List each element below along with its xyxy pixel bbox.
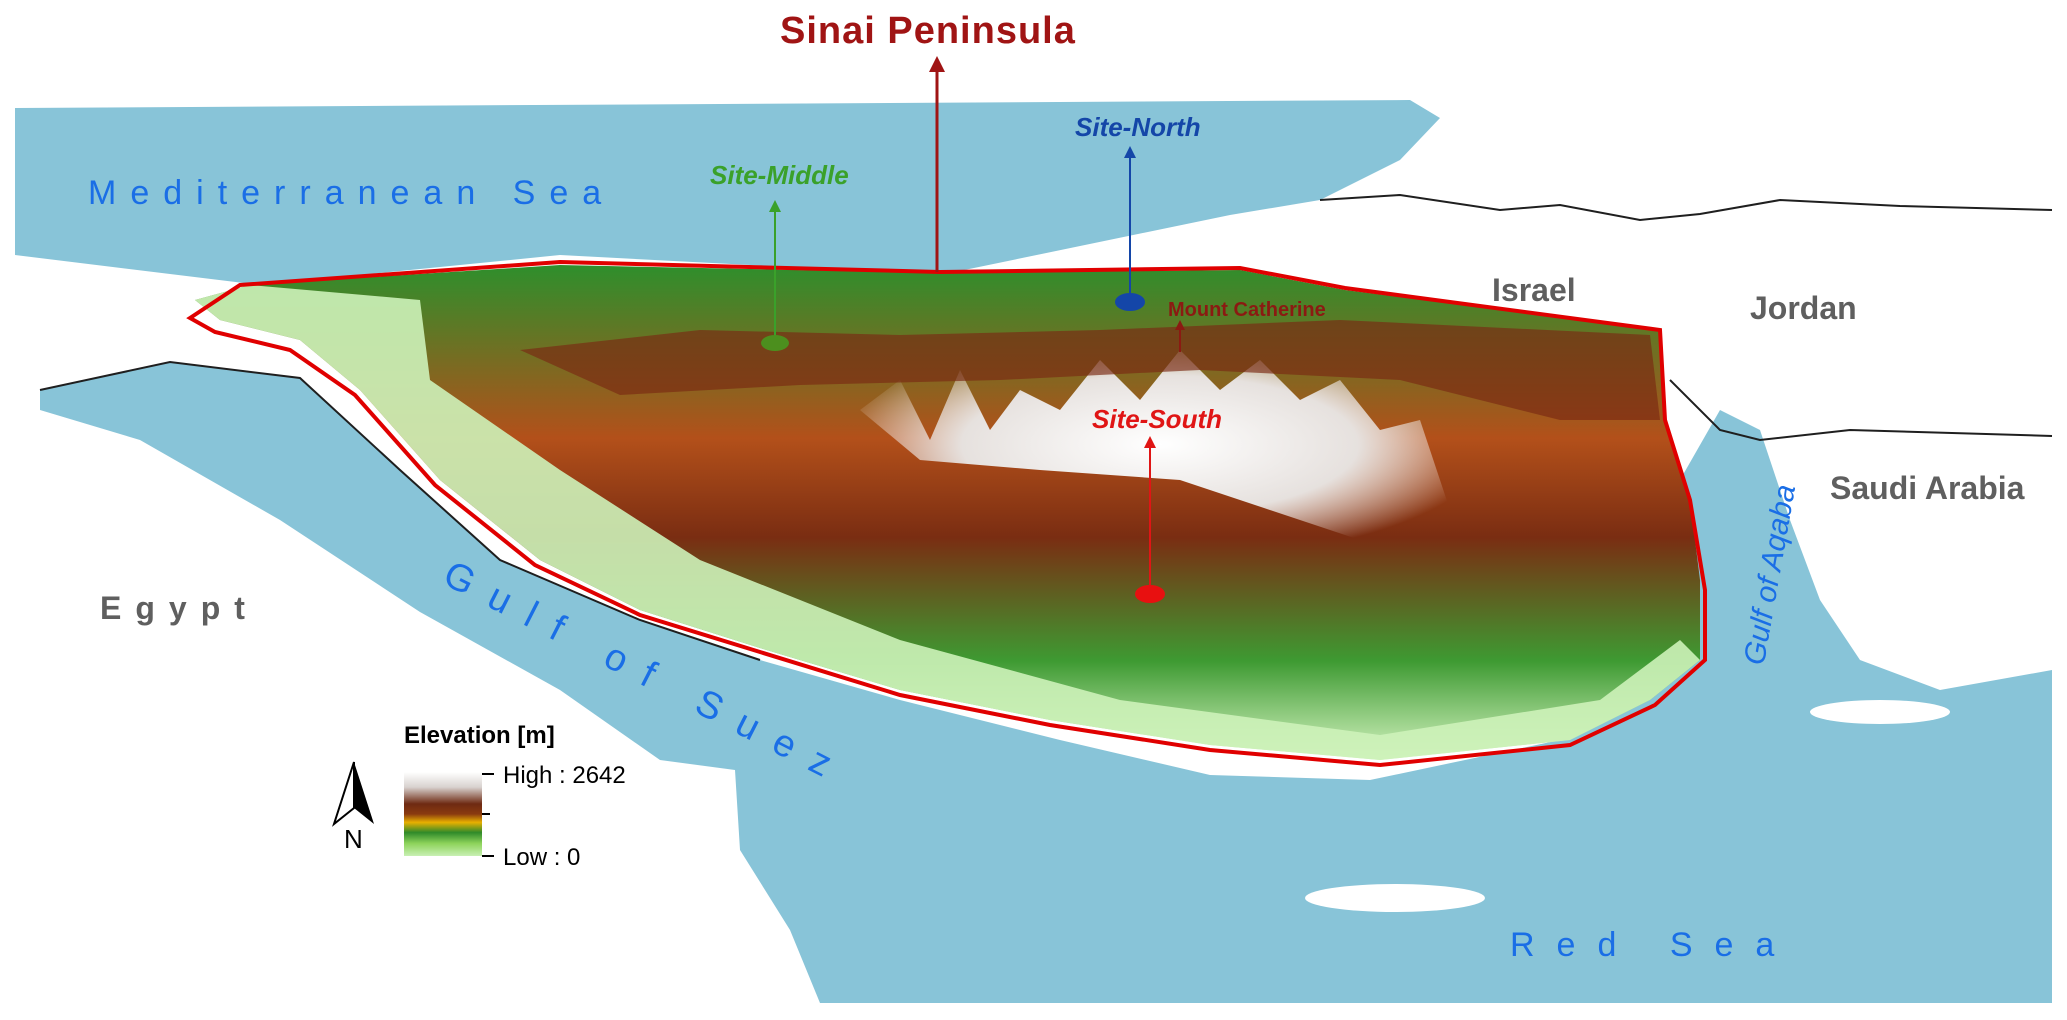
- legend-high-label: High : 2642: [503, 762, 626, 789]
- red-sea-label: Red Sea: [1510, 926, 1797, 964]
- site-north-marker: [1115, 293, 1145, 311]
- site-middle-marker: [761, 335, 789, 351]
- site-north-label: Site-North: [1075, 112, 1201, 142]
- mount-catherine-label: Mount Catherine: [1168, 299, 1326, 321]
- mediterranean-sea-label: Mediterranean Sea: [88, 174, 616, 212]
- border-line: [1669, 379, 2053, 442]
- peninsula-boundary: [186, 259, 1707, 768]
- title-leader-arrowhead: [929, 56, 945, 72]
- egypt-label: Egypt: [100, 590, 259, 626]
- border-line: [1319, 193, 2053, 222]
- map-title: Sinai Peninsula: [780, 10, 1076, 52]
- saudi-arabia-label: Saudi Arabia: [1830, 470, 2025, 506]
- coast-line: [39, 360, 761, 661]
- legend-low-label: Low : 0: [503, 844, 581, 871]
- site-middle-arrowhead: [769, 200, 781, 212]
- north-arrow-icon-shadow: [354, 762, 374, 824]
- north-arrow-label: N: [344, 824, 363, 854]
- brown-ridge: [520, 320, 1660, 420]
- mediterranean-sea-area: [15, 100, 1440, 285]
- gulf-of-suez-red-sea-area: [40, 362, 2052, 1003]
- island: [1305, 884, 1485, 912]
- israel-label: Israel: [1492, 272, 1576, 308]
- jordan-label: Jordan: [1750, 290, 1857, 326]
- legend-title: Elevation [m]: [404, 722, 555, 749]
- site-south-marker: [1135, 585, 1165, 603]
- site-north-arrowhead: [1124, 146, 1136, 158]
- site-middle-label: Site-Middle: [710, 160, 849, 190]
- site-south-label: Site-South: [1092, 404, 1222, 434]
- island: [1810, 700, 1950, 724]
- lowland-fringe: [195, 285, 1700, 760]
- high-mountains: [860, 350, 1460, 560]
- mount-catherine-arrowhead: [1175, 320, 1185, 330]
- elevation-color-ramp: [404, 772, 482, 856]
- north-arrow-icon: [332, 761, 355, 827]
- site-south-arrowhead: [1144, 436, 1156, 448]
